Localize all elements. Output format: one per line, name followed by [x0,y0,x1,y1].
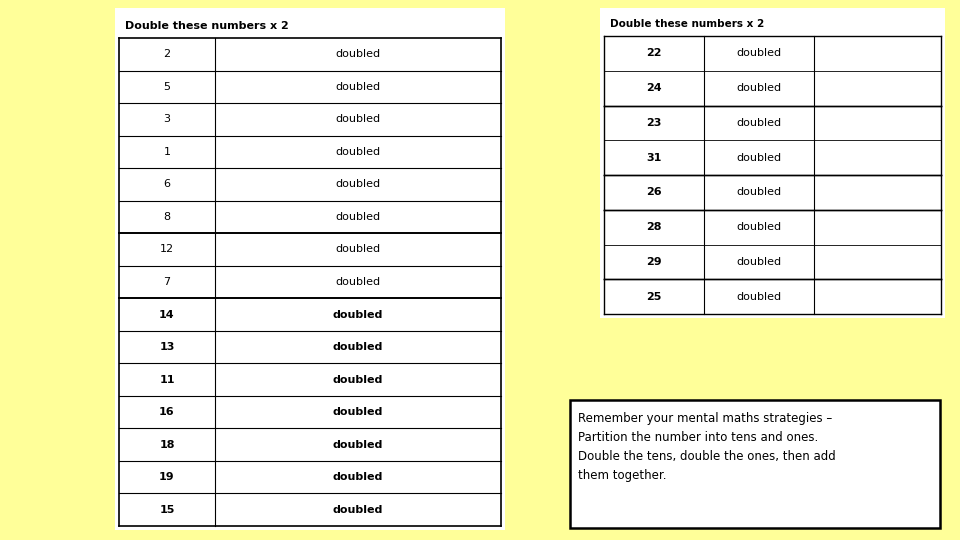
Text: doubled: doubled [333,472,383,482]
Text: doubled: doubled [333,375,383,384]
Text: doubled: doubled [736,222,781,232]
Text: 2: 2 [163,49,171,59]
Text: 6: 6 [163,179,171,190]
Text: doubled: doubled [333,407,383,417]
Text: Double these numbers x 2: Double these numbers x 2 [125,21,289,31]
Text: doubled: doubled [333,309,383,320]
Text: 24: 24 [646,83,661,93]
Text: 14: 14 [159,309,175,320]
Text: 25: 25 [646,292,661,302]
Text: 23: 23 [646,118,661,128]
Text: doubled: doubled [335,82,380,92]
Text: 3: 3 [163,114,171,124]
Text: 16: 16 [159,407,175,417]
Text: 19: 19 [159,472,175,482]
Text: 8: 8 [163,212,171,222]
Text: doubled: doubled [736,118,781,128]
Text: doubled: doubled [335,212,380,222]
Bar [115,8,505,530]
Text: doubled: doubled [736,83,781,93]
Text: 15: 15 [159,505,175,515]
Text: doubled: doubled [736,257,781,267]
Text: doubled: doubled [335,114,380,124]
Text: doubled: doubled [736,292,781,302]
Text: doubled: doubled [736,49,781,58]
Text: doubled: doubled [335,245,380,254]
Text: doubled: doubled [333,342,383,352]
Text: doubled: doubled [335,179,380,190]
Text: 11: 11 [159,375,175,384]
Text: doubled: doubled [335,147,380,157]
Text: doubled: doubled [333,505,383,515]
Text: doubled: doubled [736,187,781,198]
Text: 26: 26 [646,187,661,198]
Text: 13: 13 [159,342,175,352]
Text: 5: 5 [163,82,171,92]
Text: 29: 29 [646,257,661,267]
Text: 31: 31 [646,153,661,163]
Text: Double these numbers x 2: Double these numbers x 2 [610,19,764,29]
Bar [570,400,940,528]
Text: 18: 18 [159,440,175,450]
Text: 22: 22 [646,49,661,58]
Text: Remember your mental maths strategies –
Partition the number into tens and ones.: Remember your mental maths strategies – … [578,412,836,482]
Text: 7: 7 [163,277,171,287]
Text: 1: 1 [163,147,171,157]
Text: doubled: doubled [335,49,380,59]
Text: 28: 28 [646,222,661,232]
Text: doubled: doubled [736,153,781,163]
Text: 12: 12 [160,245,174,254]
Text: doubled: doubled [335,277,380,287]
Text: doubled: doubled [333,440,383,450]
Bar [600,8,945,318]
